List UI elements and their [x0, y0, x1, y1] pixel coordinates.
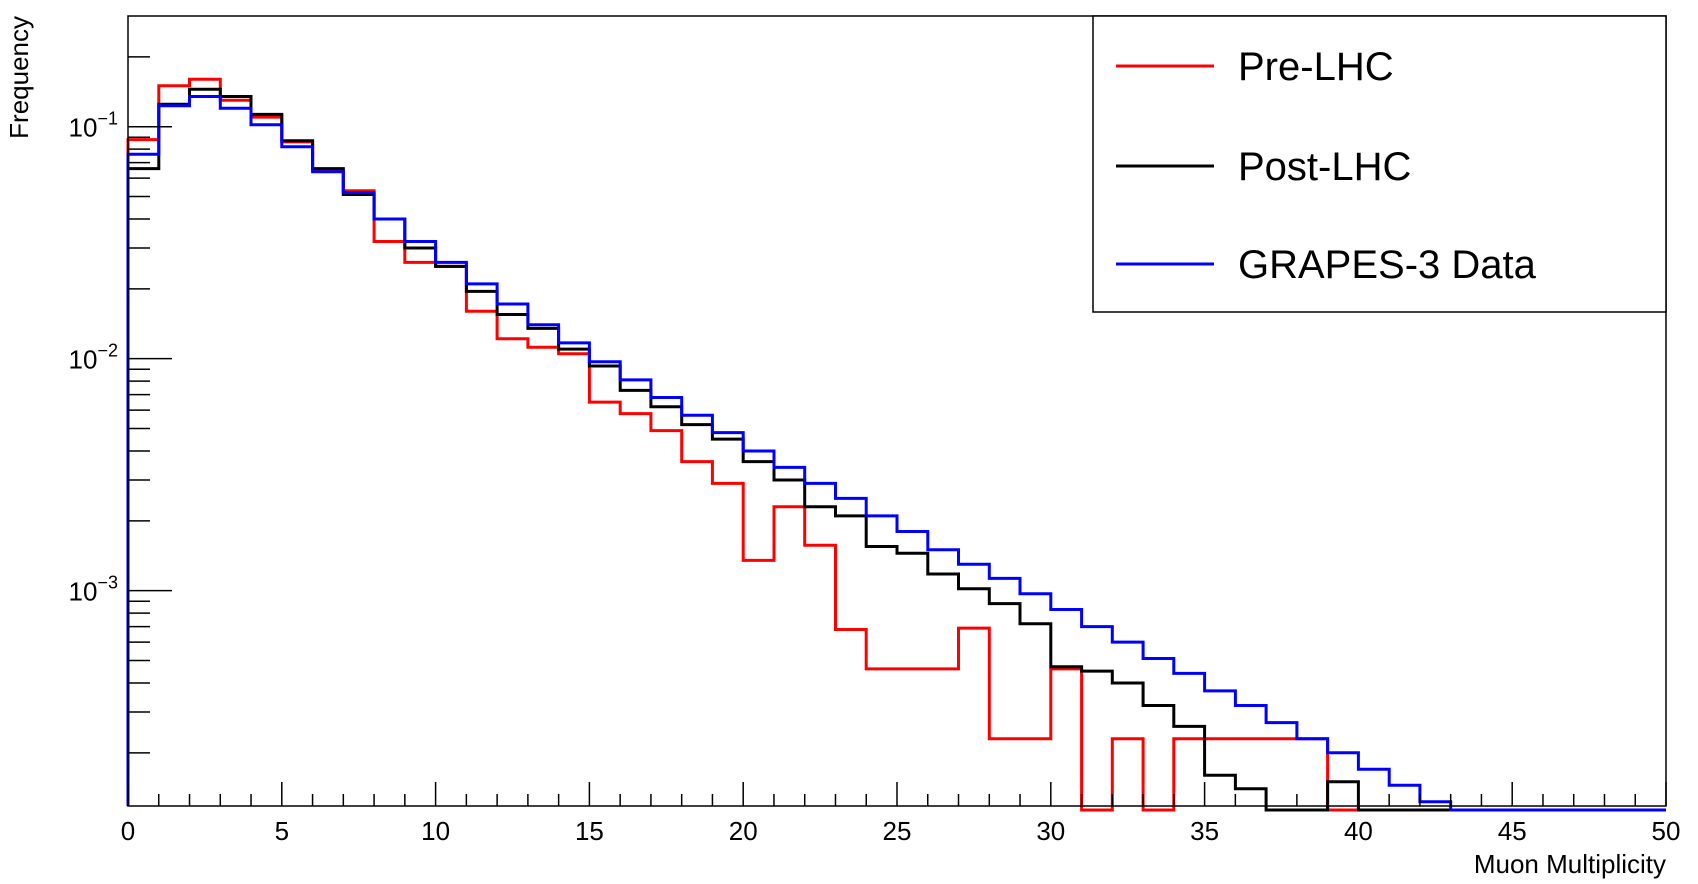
x-tick-label: 25 — [883, 816, 912, 846]
y-tick-label: 10−2 — [69, 341, 118, 375]
x-tick-label: 15 — [575, 816, 604, 846]
series-line-post-lhc — [126, 87, 1666, 812]
x-axis-title: Muon Multiplicity — [1474, 849, 1666, 879]
x-tick-label: 50 — [1652, 816, 1681, 846]
y-tick-label: 10−3 — [69, 573, 118, 607]
legend-label: GRAPES-3 Data — [1238, 243, 1537, 287]
y-axis-title: Frequency — [4, 16, 34, 139]
x-tick-label: 45 — [1498, 816, 1527, 846]
series-line-grapes-3-data — [126, 95, 1666, 812]
legend-label: Post-LHC — [1238, 145, 1411, 189]
x-tick-label: 40 — [1344, 816, 1373, 846]
x-tick-label: 20 — [729, 816, 758, 846]
x-axis: 0 5 10 15 20 25 30 35 40 45 50 — [121, 782, 1681, 846]
x-tick-label: 30 — [1036, 816, 1065, 846]
legend-label: Pre-LHC — [1238, 45, 1394, 89]
x-tick-label: 10 — [421, 816, 450, 846]
x-tick-label: 0 — [121, 816, 135, 846]
y-axis: 10−1 10−2 10−3 — [69, 56, 172, 754]
legend: Pre-LHC Post-LHC GRAPES-3 Data — [1092, 15, 1667, 313]
x-tick-label: 5 — [275, 816, 289, 846]
series-layer — [126, 77, 1666, 812]
x-tick-label: 35 — [1190, 816, 1219, 846]
y-tick-label: 10−1 — [69, 109, 118, 143]
